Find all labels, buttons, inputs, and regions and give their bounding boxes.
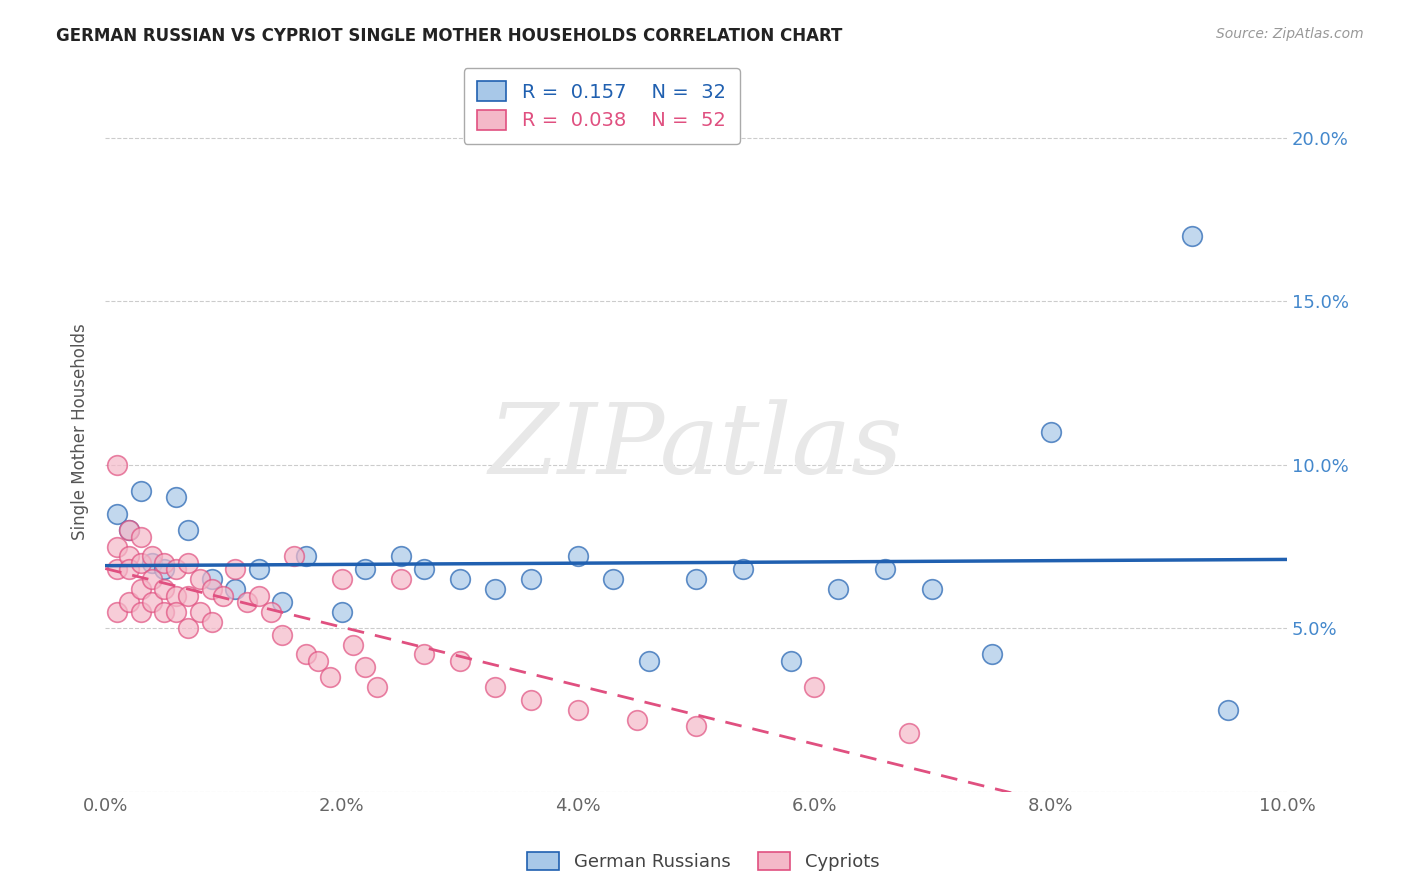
Point [224, 582, 246, 596]
Point [330, 605, 353, 619]
Point [141, 572, 163, 586]
Point [626, 713, 648, 727]
Text: ZIPatlas: ZIPatlas [489, 399, 903, 494]
Point [484, 680, 506, 694]
Point [875, 562, 897, 576]
Point [177, 589, 200, 603]
Point [602, 572, 624, 586]
Point [177, 523, 200, 537]
Point [153, 582, 176, 596]
Point [389, 572, 412, 586]
Point [307, 654, 329, 668]
Point [105, 507, 128, 521]
Point [354, 562, 377, 576]
Point [449, 654, 471, 668]
Point [200, 582, 222, 596]
Point [247, 562, 270, 576]
Point [118, 523, 141, 537]
Point [567, 703, 589, 717]
Point [188, 605, 211, 619]
Text: GERMAN RUSSIAN VS CYPRIOT SINGLE MOTHER HOUSEHOLDS CORRELATION CHART: GERMAN RUSSIAN VS CYPRIOT SINGLE MOTHER … [56, 27, 842, 45]
Point [319, 670, 342, 684]
Point [177, 621, 200, 635]
Point [118, 595, 141, 609]
Point [295, 549, 318, 564]
Point [484, 582, 506, 596]
Point [342, 638, 364, 652]
Point [1039, 425, 1062, 439]
Point [897, 726, 920, 740]
Point [519, 572, 541, 586]
Point [141, 595, 163, 609]
Point [413, 562, 436, 576]
Y-axis label: Single Mother Households: Single Mother Households [72, 324, 89, 541]
Point [153, 605, 176, 619]
Point [129, 605, 152, 619]
Point [118, 562, 141, 576]
Point [236, 595, 259, 609]
Point [153, 562, 176, 576]
Point [165, 589, 187, 603]
Point [105, 562, 128, 576]
Point [413, 648, 436, 662]
Point [283, 549, 305, 564]
Text: Source: ZipAtlas.com: Source: ZipAtlas.com [1216, 27, 1364, 41]
Point [141, 556, 163, 570]
Point [779, 654, 801, 668]
Point [330, 572, 353, 586]
Point [118, 523, 141, 537]
Point [165, 605, 187, 619]
Point [1216, 703, 1239, 717]
Point [354, 660, 377, 674]
Point [129, 582, 152, 596]
Point [733, 562, 755, 576]
Point [637, 654, 659, 668]
Point [177, 556, 200, 570]
Point [105, 540, 128, 554]
Point [519, 693, 541, 707]
Point [247, 589, 270, 603]
Point [129, 556, 152, 570]
Point [271, 628, 294, 642]
Point [449, 572, 471, 586]
Point [921, 582, 943, 596]
Point [153, 556, 176, 570]
Point [129, 530, 152, 544]
Point [271, 595, 294, 609]
Point [685, 719, 707, 733]
Point [105, 458, 128, 472]
Point [827, 582, 849, 596]
Point [980, 648, 1002, 662]
Point [165, 562, 187, 576]
Point [685, 572, 707, 586]
Point [105, 605, 128, 619]
Point [389, 549, 412, 564]
Point [224, 562, 246, 576]
Point [366, 680, 388, 694]
Point [1181, 229, 1204, 244]
Point [188, 572, 211, 586]
Point [295, 648, 318, 662]
Point [165, 491, 187, 505]
Point [200, 615, 222, 629]
Legend: R =  0.157    N =  32, R =  0.038    N =  52: R = 0.157 N = 32, R = 0.038 N = 52 [464, 68, 740, 144]
Point [141, 549, 163, 564]
Point [260, 605, 283, 619]
Legend: German Russians, Cypriots: German Russians, Cypriots [520, 845, 886, 879]
Point [118, 549, 141, 564]
Point [212, 589, 235, 603]
Point [803, 680, 825, 694]
Point [129, 483, 152, 498]
Point [567, 549, 589, 564]
Point [200, 572, 222, 586]
